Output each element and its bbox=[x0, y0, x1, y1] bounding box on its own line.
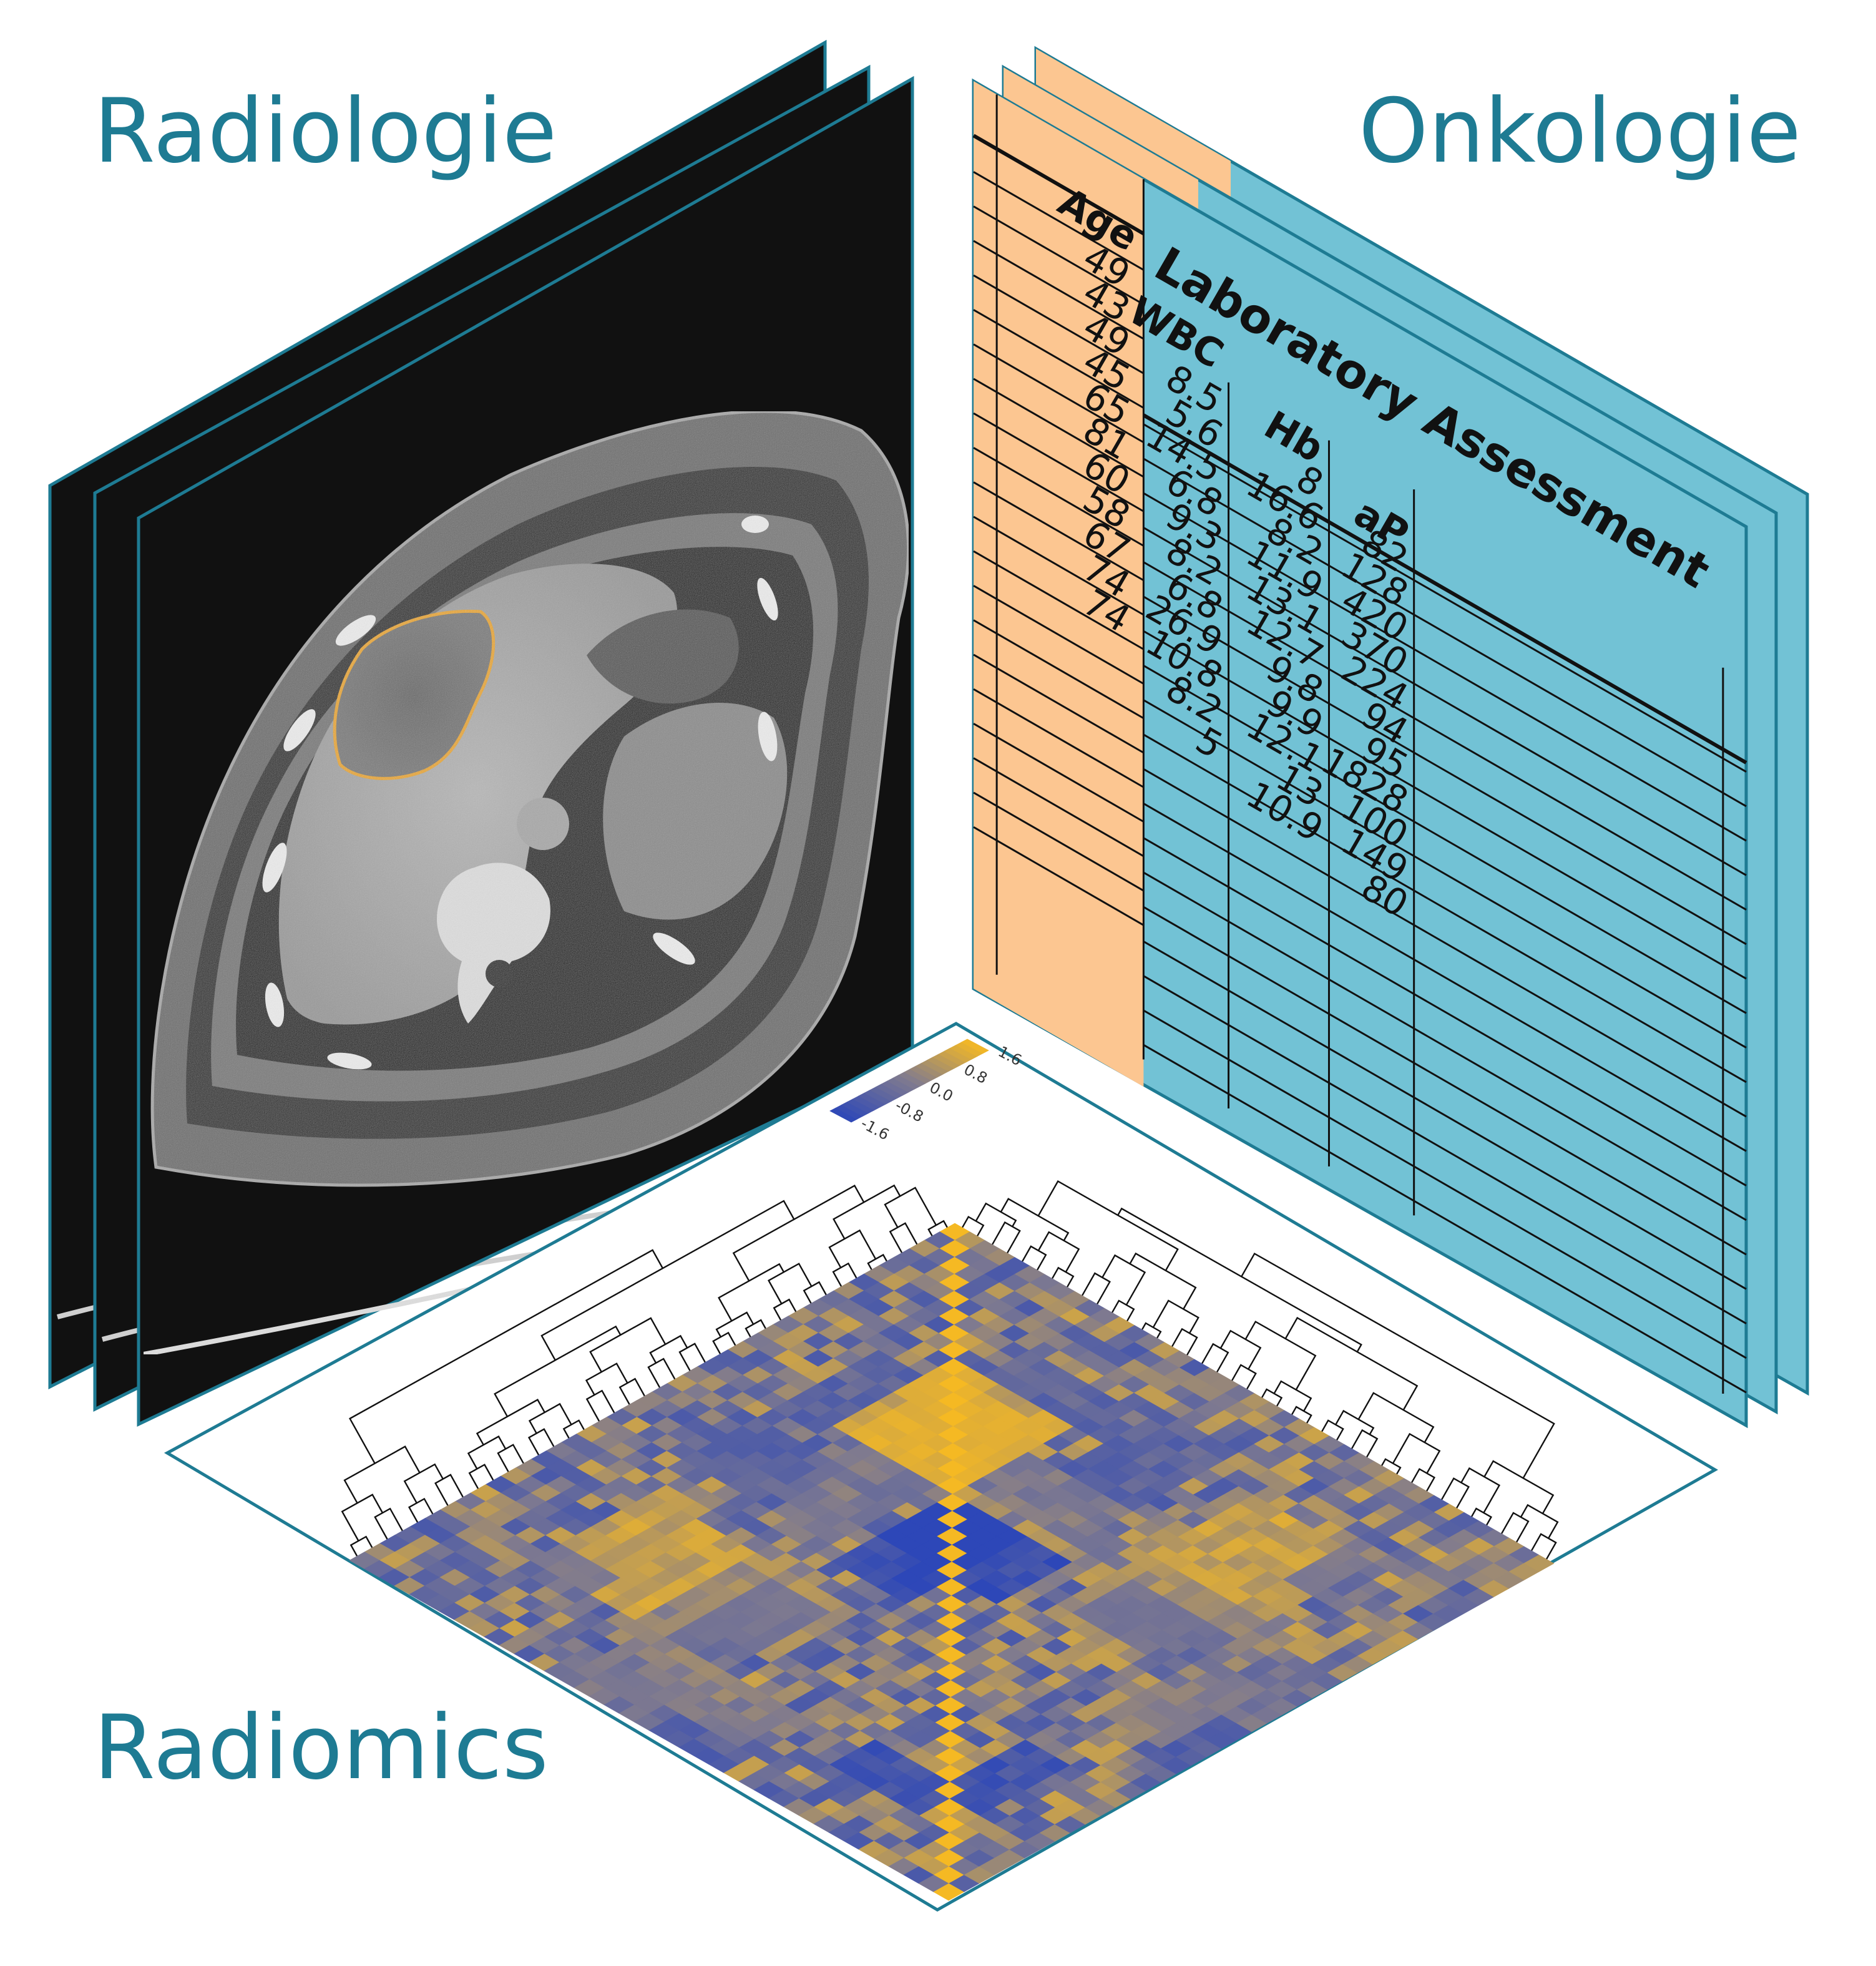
age-column-band bbox=[974, 81, 1144, 1087]
heatmap-dendrograms bbox=[341, 1180, 1559, 1560]
label-radiologie: Radiologie bbox=[94, 80, 557, 183]
heatmap-cell bbox=[933, 1883, 964, 1901]
ct-slice-image bbox=[143, 409, 911, 1357]
label-onkologie: Onkologie bbox=[1358, 80, 1801, 183]
colorbar-segment bbox=[960, 1039, 989, 1054]
correlation-heatmap bbox=[349, 1223, 1555, 1901]
tumor-lesion bbox=[333, 609, 496, 780]
ct-slice-stack bbox=[48, 39, 914, 1427]
dendrogram-link bbox=[349, 1249, 663, 1464]
dendrogram-link bbox=[1117, 1207, 1362, 1352]
label-radiomics: Radiomics bbox=[94, 1696, 549, 1799]
table-grid bbox=[972, 94, 1747, 1394]
dendrogram-link bbox=[767, 1263, 813, 1304]
radiomics-heatmap-panel: 1.60.80.0-0.8-1.6 bbox=[164, 1022, 1719, 1912]
dendrogram-link bbox=[1241, 1252, 1555, 1479]
